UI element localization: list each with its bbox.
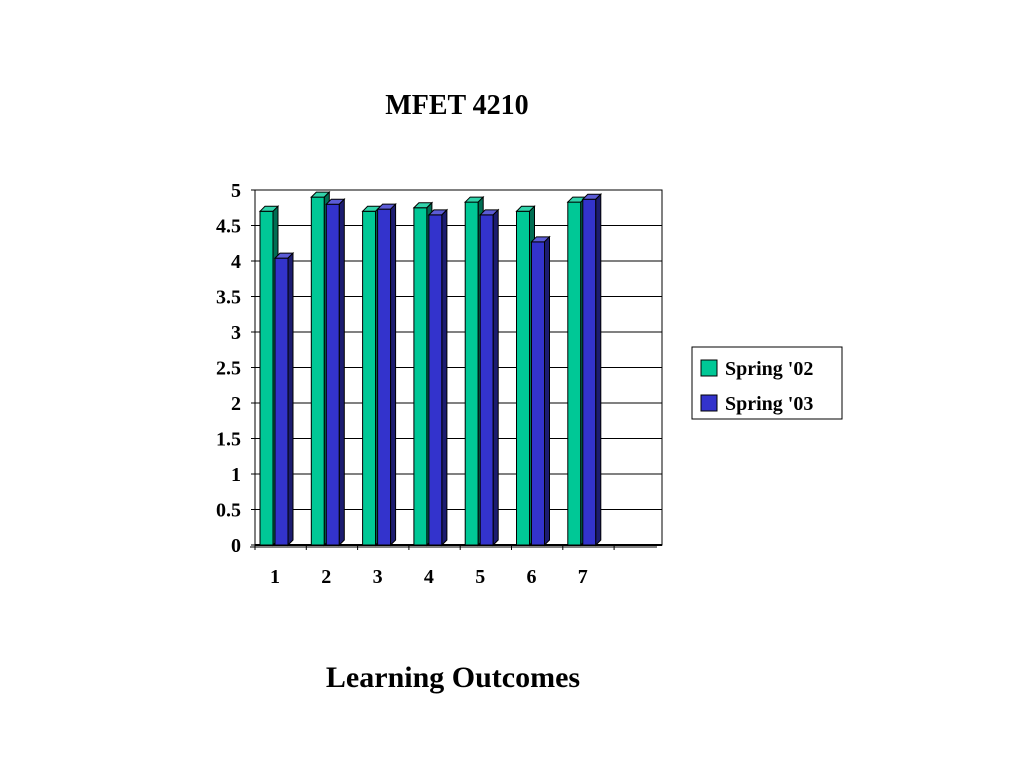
bar-side <box>287 251 294 547</box>
y-tick-label: 0.5 <box>216 500 241 522</box>
y-tick-label: 3 <box>231 322 241 344</box>
legend-swatch <box>700 394 718 412</box>
x-tick-label: 5 <box>475 566 485 588</box>
y-tick-label: 1.5 <box>216 429 241 451</box>
bar-front <box>428 214 443 546</box>
y-tick-label: 4.5 <box>216 216 241 238</box>
bar <box>530 235 551 547</box>
legend-swatch <box>700 359 718 377</box>
legend-label: Spring '02 <box>725 358 813 380</box>
bar <box>515 205 536 547</box>
bar-side <box>338 197 345 547</box>
x-tick-label: 2 <box>321 566 331 588</box>
y-tick-label: 1 <box>231 464 241 486</box>
bar-front <box>516 210 530 546</box>
x-tick-label: 3 <box>373 566 383 588</box>
y-tick-label: 0 <box>231 535 241 557</box>
y-tick-label: 2.5 <box>216 358 241 380</box>
x-tick-label: 4 <box>424 566 434 588</box>
chart-title: MFET 4210 <box>385 90 528 121</box>
x-axis-label: Learning Outcomes <box>326 661 580 694</box>
bar <box>478 208 500 547</box>
bar-front <box>479 214 494 546</box>
bar-side <box>595 193 602 547</box>
bar <box>581 193 603 547</box>
legend: Spring '02 Spring '03 <box>691 346 843 420</box>
bar <box>376 202 397 547</box>
bar <box>273 251 295 547</box>
plot-area: 0 0.5 1 1.5 2 2.5 3 3.5 4 4.5 5 1 2 3 4 5 6 7 <box>216 180 663 588</box>
bar <box>325 197 346 547</box>
bar-front <box>582 198 597 546</box>
bar-front <box>325 203 340 546</box>
bar-side <box>492 208 499 547</box>
x-tick-label: 6 <box>527 566 537 588</box>
y-tick-label: 5 <box>231 180 241 202</box>
bar-front <box>310 196 325 546</box>
bar-front <box>377 208 392 546</box>
bar-side <box>441 208 448 547</box>
bar <box>427 208 449 547</box>
x-tick-label: 7 <box>578 566 588 588</box>
bar-side <box>390 202 397 547</box>
bar-front <box>464 201 479 546</box>
y-tick-label: 3.5 <box>216 287 241 309</box>
x-tick-label: 1 <box>270 566 280 588</box>
bar-front <box>567 201 582 546</box>
bar-front <box>531 241 545 546</box>
bar-front <box>362 210 377 546</box>
bar-side <box>544 235 550 547</box>
bar-front <box>259 210 274 546</box>
legend-label: Spring '03 <box>725 393 813 415</box>
bar-front <box>274 257 289 546</box>
bar-front <box>413 207 428 546</box>
y-tick-label: 2 <box>231 393 241 415</box>
y-tick-label: 4 <box>231 251 241 273</box>
